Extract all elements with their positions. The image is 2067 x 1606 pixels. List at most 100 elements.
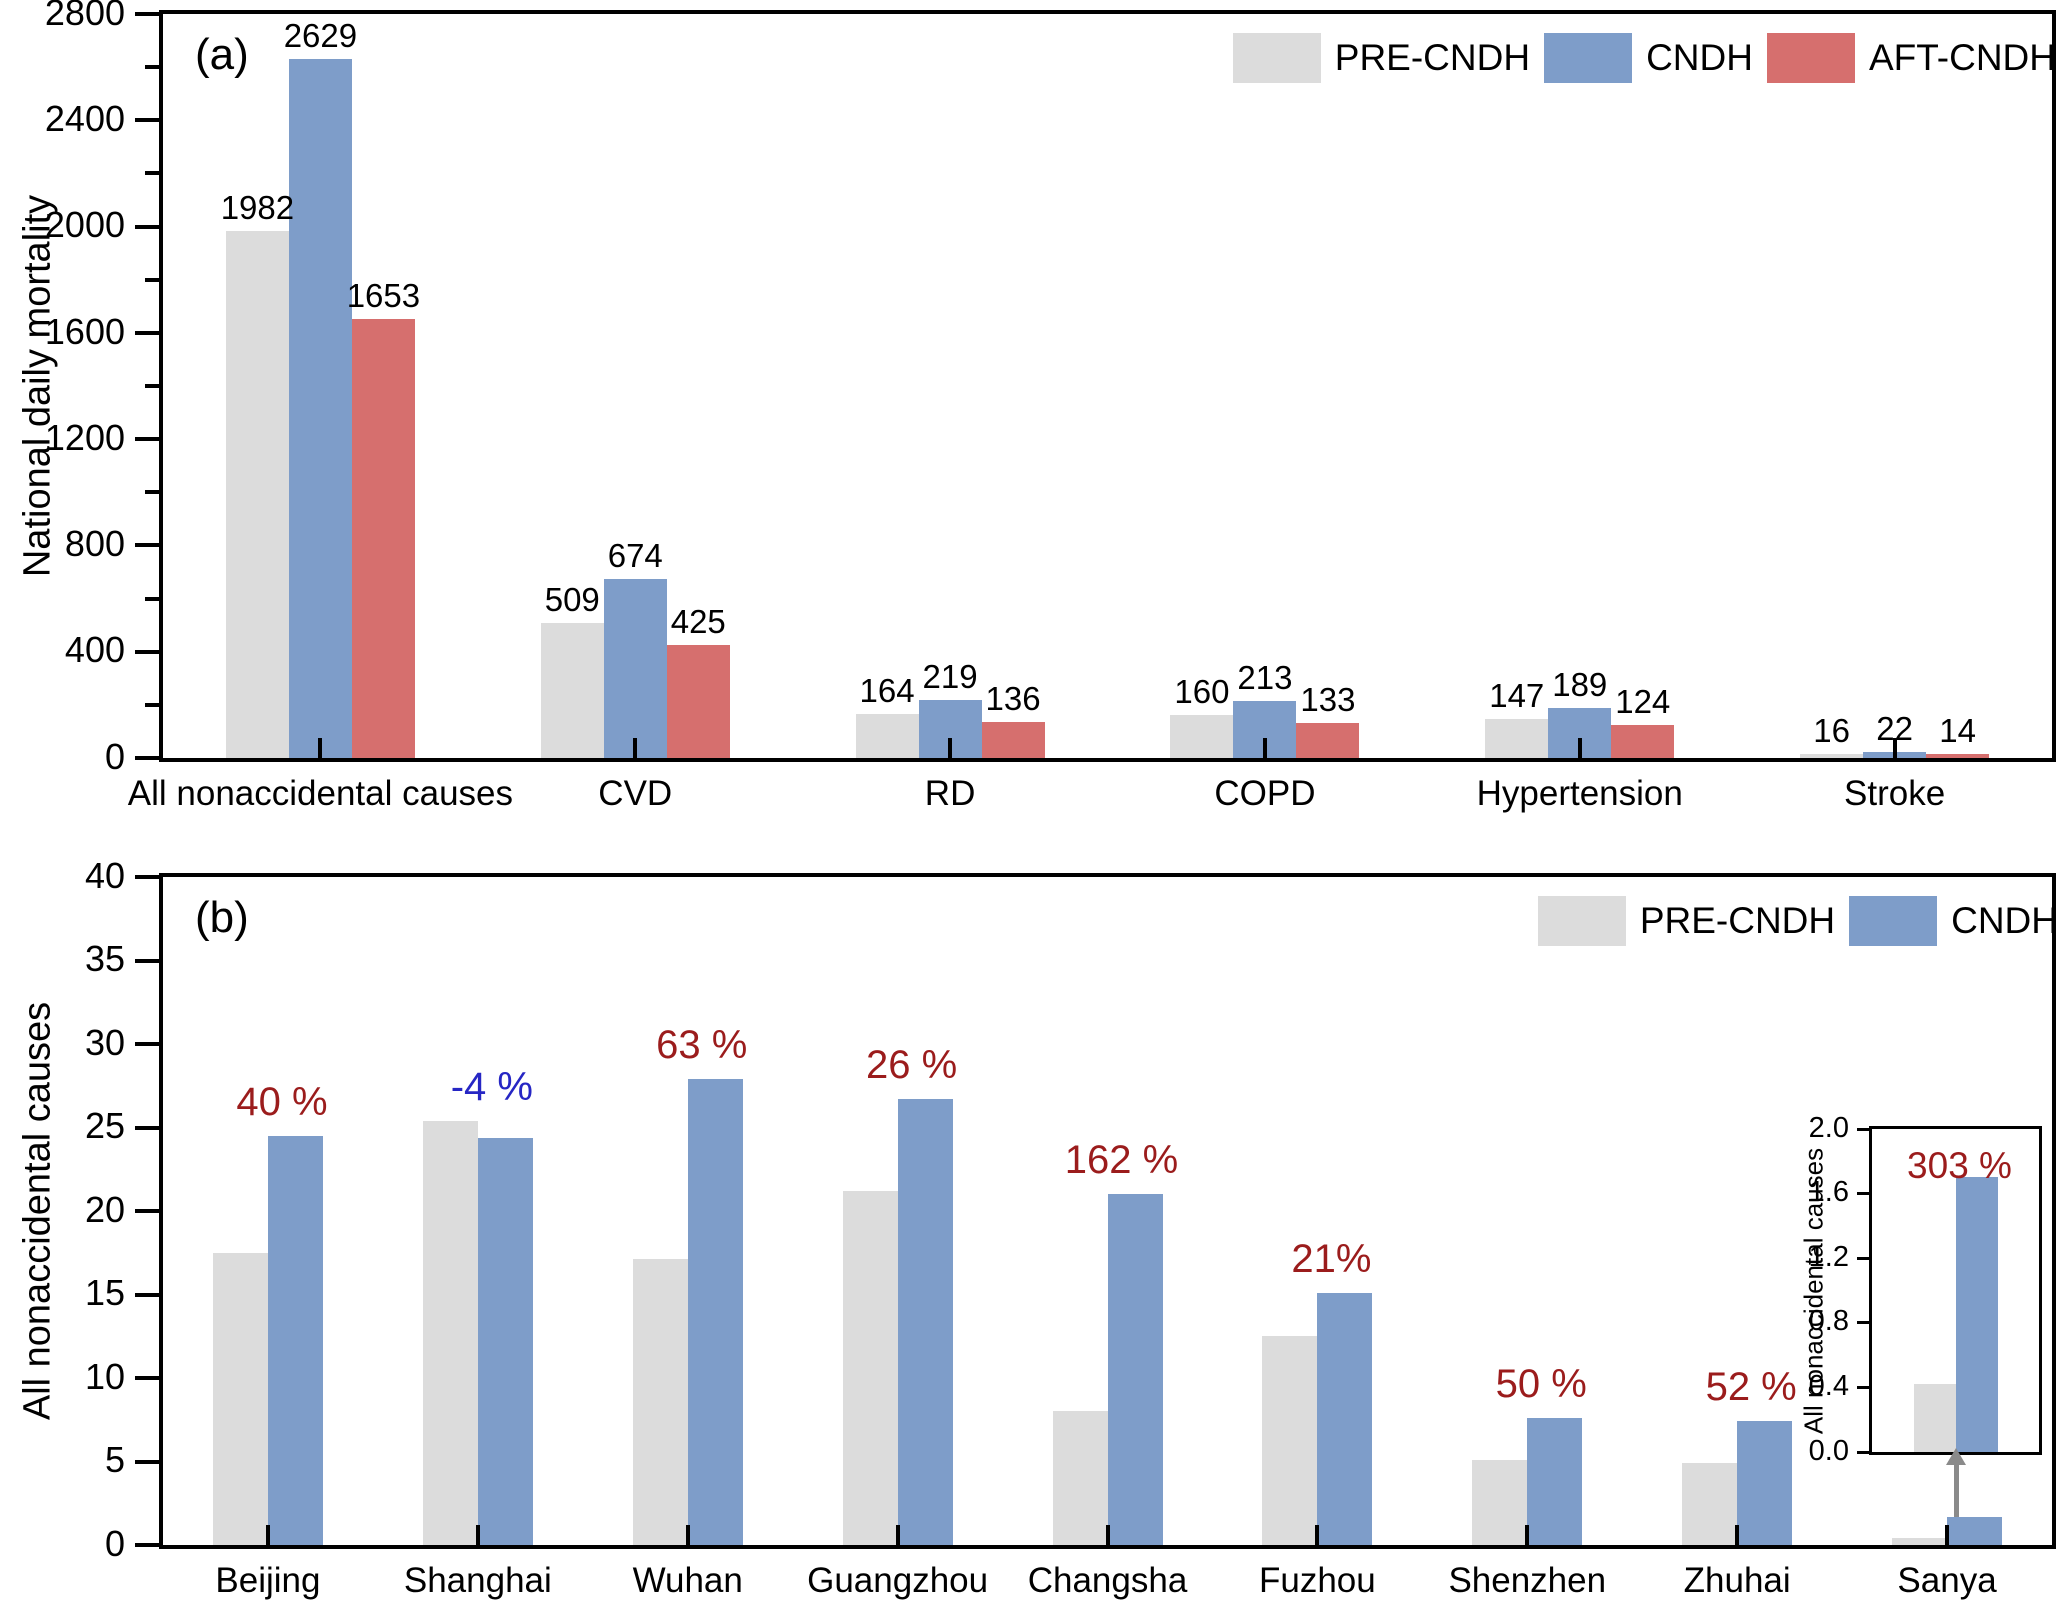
category-label: Shanghai	[403, 1561, 552, 1600]
legend-a: PRE-CNDH CNDH AFT-CNDH	[1232, 33, 2056, 83]
legend-swatch-cndh	[1544, 33, 1633, 83]
y-minor-tick	[145, 384, 159, 388]
y-tick-label: 10	[84, 1355, 125, 1397]
bar-value-label: 124	[1615, 683, 1671, 721]
bar-pre-cndh	[1485, 718, 1549, 758]
bar-cndh	[1737, 1421, 1793, 1545]
bar-value-label: 133	[1300, 680, 1356, 718]
bar-value-label: 22	[1876, 710, 1913, 748]
bar-pre-cndh	[422, 1120, 478, 1545]
legend-label: PRE-CNDH	[1334, 37, 1531, 78]
y-major-tick	[135, 1292, 159, 1297]
y-tick-label: 400	[64, 629, 125, 671]
category-label: Hypertension	[1476, 774, 1683, 813]
bar-pre-cndh	[1800, 753, 1864, 758]
percent-change-label: -4 %	[450, 1064, 533, 1109]
y-tick-label: 25	[84, 1105, 125, 1147]
y-major-tick	[135, 330, 159, 335]
inset-y-tick-label: 0.0	[1808, 1434, 1849, 1467]
bar-cndh	[687, 1079, 743, 1545]
bar-pre-cndh	[225, 231, 289, 758]
category-label: Wuhan	[632, 1561, 743, 1600]
y-minor-tick	[145, 702, 159, 707]
bar-value-label: 2629	[283, 17, 358, 55]
inset-y-tick	[1857, 1321, 1869, 1325]
y-tick-label: 35	[84, 938, 125, 980]
bar-pre-cndh	[1682, 1463, 1738, 1545]
category-tick	[1525, 1525, 1530, 1545]
category-tick	[685, 1525, 690, 1545]
category-label: Shenzhen	[1448, 1561, 1607, 1600]
bar-value-label: 160	[1174, 673, 1230, 711]
percent-change-label: 26 %	[866, 1043, 958, 1088]
category-label: RD	[924, 774, 976, 813]
inset-y-tick	[1857, 1192, 1869, 1196]
inset-y-axis-title: All nonaccidental causes	[1798, 1147, 1829, 1434]
bar-value-label: 189	[1552, 665, 1608, 703]
inset-arrow-head	[1946, 1448, 1966, 1465]
legend-label: AFT-CNDH	[1868, 37, 2056, 78]
bar-value-label: 136	[985, 679, 1041, 717]
legend-label: CNDH	[1951, 900, 2058, 941]
panel-label-a: (a)	[195, 30, 249, 79]
y-major-tick	[135, 1125, 159, 1130]
bar-cndh	[267, 1135, 323, 1545]
category-tick	[948, 738, 953, 758]
bar-cndh	[1947, 1516, 2003, 1545]
inset-y-tick	[1857, 1450, 1869, 1454]
y-major-tick	[135, 958, 159, 963]
y-tick-label: 0	[104, 1522, 125, 1564]
y-major-tick	[135, 224, 159, 229]
category-tick	[475, 1525, 480, 1545]
bar-pre-cndh	[1170, 715, 1234, 758]
category-tick	[265, 1525, 270, 1545]
bar-value-label: 1653	[346, 276, 421, 314]
y-tick-label: 2800	[44, 0, 125, 33]
category-label: Zhuhai	[1683, 1561, 1791, 1600]
bar-value-label: 16	[1813, 711, 1850, 749]
legend-swatch-cndh	[1849, 896, 1938, 946]
panel-label-b: (b)	[195, 893, 249, 942]
legend-swatch-aft-cndh	[1766, 33, 1855, 83]
bar-pre-cndh	[540, 622, 604, 758]
bar-cndh	[1107, 1194, 1163, 1545]
category-tick	[1892, 738, 1897, 758]
y-major-tick	[135, 1543, 159, 1547]
bar-aft-cndh	[1926, 754, 1990, 758]
bar-cndh	[477, 1137, 533, 1545]
bar-value-label: 147	[1489, 676, 1545, 714]
y-axis-title-a: National daily mortality	[16, 194, 59, 578]
inset-y-tick-label: 0.4	[1808, 1370, 1849, 1402]
percent-change-label: 21%	[1291, 1236, 1372, 1281]
category-tick	[895, 1525, 900, 1545]
y-major-tick	[135, 12, 159, 16]
category-label: Sanya	[1897, 1561, 1997, 1600]
bar-pre-cndh	[855, 714, 919, 758]
plot-area-a	[159, 10, 2056, 762]
inset-bar-cndh	[1955, 1177, 1998, 1452]
category-label: Fuzhou	[1259, 1561, 1376, 1600]
category-tick	[318, 738, 323, 758]
legend-label: CNDH	[1646, 37, 1753, 78]
legend-label: PRE-CNDH	[1639, 900, 1836, 941]
bar-cndh	[1317, 1292, 1373, 1545]
category-tick	[633, 738, 638, 758]
inset-y-tick-label: 1.6	[1808, 1176, 1849, 1209]
bar-pre-cndh	[842, 1190, 898, 1545]
percent-change-label: 162 %	[1064, 1138, 1179, 1183]
bar-pre-cndh	[632, 1259, 688, 1545]
y-tick-label: 1600	[44, 310, 125, 352]
y-tick-label: 20	[84, 1188, 125, 1230]
inset-bar-pre-cndh	[1913, 1384, 1956, 1452]
y-major-tick	[135, 1209, 159, 1213]
y-minor-tick	[145, 65, 159, 70]
category-label: CVD	[598, 774, 673, 813]
inset-y-tick-label: 1.2	[1808, 1240, 1849, 1273]
percent-change-label: 63 %	[656, 1023, 748, 1068]
category-label: Stroke	[1844, 774, 1946, 813]
percent-change-label: 52 %	[1705, 1365, 1797, 1410]
inset-y-tick-label: 2.0	[1808, 1111, 1849, 1144]
bar-value-label: 219	[922, 657, 978, 695]
bar-pre-cndh	[1262, 1336, 1318, 1545]
y-major-tick	[135, 1459, 159, 1464]
